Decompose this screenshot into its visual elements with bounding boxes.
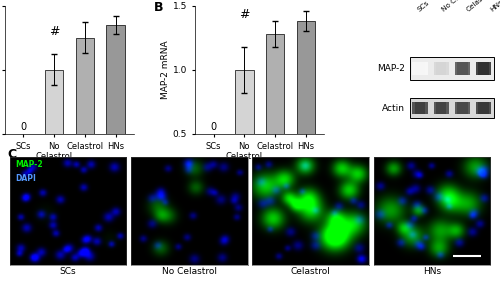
Text: #: # (239, 8, 250, 21)
Bar (45, 70, 64, 197)
Text: No Celastrol: No Celastrol (162, 267, 217, 276)
Bar (434, 102, 449, 114)
Text: No Celastrol: No Celastrol (440, 0, 478, 13)
Bar (414, 102, 426, 113)
Bar (410, 57, 494, 80)
Text: B: B (154, 1, 164, 14)
Text: #: # (49, 25, 59, 38)
Bar (436, 102, 446, 113)
Text: C: C (8, 148, 16, 162)
Bar (478, 62, 488, 75)
Text: *: * (82, 0, 88, 6)
Bar (76, 38, 94, 197)
Bar (476, 102, 491, 114)
Bar (434, 61, 449, 75)
Bar (412, 61, 428, 75)
Bar (414, 62, 426, 75)
Text: MAP-2: MAP-2 (377, 64, 405, 73)
Y-axis label: MAP-2 mRNA: MAP-2 mRNA (160, 40, 170, 99)
Bar (454, 61, 470, 75)
Bar (410, 98, 494, 118)
Text: Celastrol: Celastrol (465, 0, 493, 13)
Text: 0: 0 (210, 122, 216, 132)
Bar (106, 25, 124, 197)
Bar (412, 102, 428, 114)
Bar (476, 61, 491, 75)
Text: SCs: SCs (60, 267, 76, 276)
Bar (436, 62, 446, 75)
Text: **: ** (269, 0, 281, 6)
Bar (296, 21, 315, 197)
Bar (457, 102, 468, 113)
Text: HNs: HNs (490, 0, 500, 13)
Text: HNs: HNs (423, 267, 441, 276)
Text: Celastrol: Celastrol (290, 267, 331, 276)
Text: SCs: SCs (416, 0, 430, 13)
Text: **: ** (110, 0, 122, 6)
Bar (235, 70, 254, 197)
Text: 0: 0 (20, 122, 26, 132)
Bar (457, 62, 468, 75)
Bar (478, 102, 488, 113)
Bar (454, 102, 470, 114)
Bar (266, 34, 284, 197)
Text: Actin: Actin (382, 104, 405, 113)
